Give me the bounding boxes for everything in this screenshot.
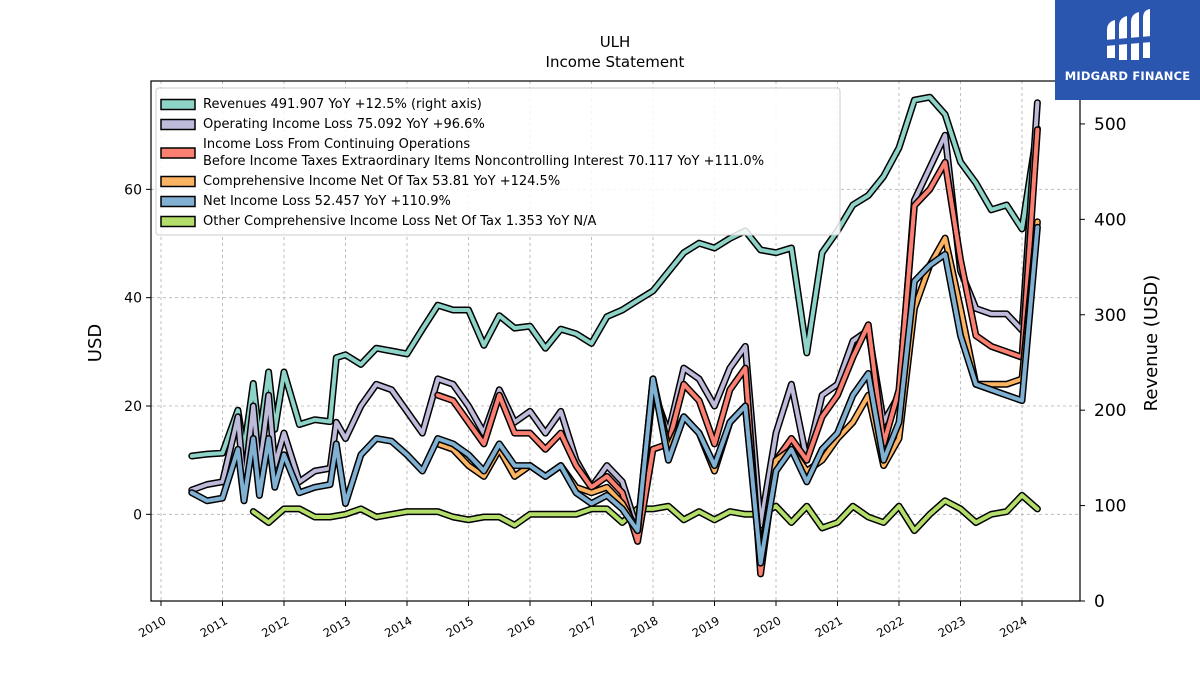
x-axis: 2010 2011 2012 2013 2014 2015 2016 2017 2018 2019… [136, 601, 1030, 640]
legend-label: Income Loss From Continuing Operations [203, 137, 470, 152]
y2-tick-label: 100 [1094, 497, 1126, 517]
y-tick-label: 60 [124, 182, 142, 198]
series-net-income-loss [188, 223, 1041, 567]
series-line [189, 95, 1040, 458]
x-tick-label: 2018 [628, 613, 660, 640]
x-tick-label: 2010 [136, 613, 168, 640]
legend-label: Revenues 491.907 YoY +12.5% (right axis) [203, 97, 482, 112]
series-line [189, 225, 1040, 566]
x-tick-label: 2022 [874, 613, 906, 640]
x-tick-label: 2013 [321, 613, 353, 640]
chart-title: ULH [600, 33, 631, 51]
x-tick-label: 2017 [567, 613, 599, 640]
legend-swatch [160, 215, 196, 228]
x-tick-label: 2011 [198, 613, 230, 640]
x-tick-label: 2016 [505, 613, 537, 640]
x-tick-label: 2014 [382, 613, 414, 640]
y-tick-label: 20 [124, 399, 142, 415]
x-tick-label: 2021 [813, 613, 845, 640]
y2-tick-label: 0 [1094, 592, 1105, 612]
legend-label: Other Comprehensive Income Loss Net Of T… [203, 214, 597, 229]
x-tick-label: 2023 [936, 613, 968, 640]
brand-name: MIDGARD FINANCE [1064, 69, 1191, 83]
legend: Revenues 491.907 YoY +12.5% (right axis)… [155, 87, 841, 236]
y-tick-label: 40 [124, 291, 142, 307]
legend-swatch [160, 147, 196, 159]
plot-frame [150, 80, 1081, 602]
legend-swatch [160, 98, 196, 111]
y2-tick-label: 400 [1094, 210, 1126, 230]
y2-tick-label: 500 [1094, 115, 1126, 135]
y2-tick-label: 200 [1094, 401, 1126, 421]
x-tick-label: 2012 [259, 613, 291, 640]
x-tick-label: 2015 [444, 613, 476, 640]
series-revenues [188, 93, 1041, 460]
legend-box [155, 87, 841, 236]
y-axis-left: 0 20 40 60 [124, 182, 151, 523]
series-lines [188, 93, 1041, 578]
y2-axis-label: Revenue (USD) [1141, 275, 1162, 412]
legend-label: Net Income Loss 52.457 YoY +110.9% [203, 194, 451, 209]
x-tick-label: 2024 [997, 613, 1029, 640]
legend-swatch [160, 118, 196, 131]
legend-swatch [160, 195, 196, 208]
legend-label: Before Income Taxes Extraordinary Items … [203, 154, 764, 169]
x-tick-label: 2019 [690, 613, 722, 640]
y-tick-label: 0 [133, 507, 142, 523]
series-income-loss-from-continuing-operations-b [434, 126, 1041, 578]
x-tick-label: 2020 [751, 613, 783, 640]
chart-subtitle: Income Statement [546, 53, 685, 71]
logo-mark-icon [1105, 9, 1152, 60]
brand-logo: MIDGARD FINANCE [1055, 0, 1200, 100]
y-axis-label: USD [85, 324, 106, 362]
y-axis-right: 0 100 200 300 400 500 [1080, 115, 1126, 612]
y2-tick-label: 300 [1094, 306, 1126, 326]
legend-label: Operating Income Loss 75.092 YoY +96.6% [203, 117, 485, 132]
legend-label: Comprehensive Income Net Of Tax 53.81 Yo… [203, 174, 560, 189]
series-line [435, 127, 1040, 576]
legend-swatch [160, 175, 196, 188]
